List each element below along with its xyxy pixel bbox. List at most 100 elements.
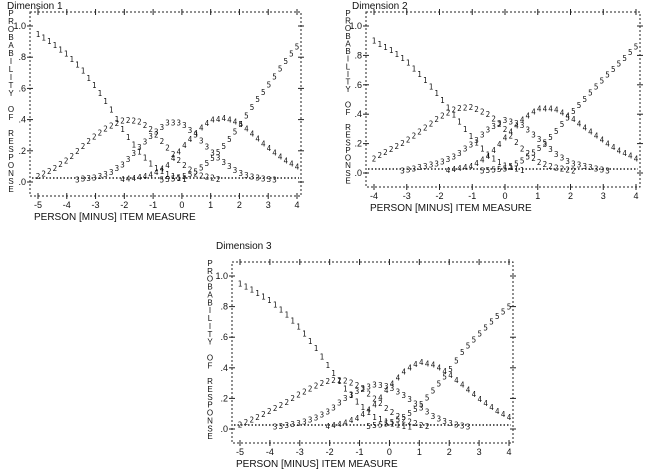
series-1-point: 1	[503, 162, 508, 171]
series-5-point: 5	[489, 318, 494, 327]
series-2-point: 2	[497, 120, 502, 129]
series-4-point: 4	[222, 114, 227, 123]
series-2-point: 2	[131, 117, 136, 126]
y-axis-label-char: O	[345, 100, 351, 109]
series-3-point: 3	[131, 149, 136, 158]
x-tick-label: -5	[236, 447, 244, 457]
x-tick-label: 0	[502, 191, 507, 201]
y-axis-label-char: F	[346, 108, 351, 117]
series-3-point: 3	[233, 166, 238, 175]
y-axis-label-char: R	[207, 377, 213, 386]
x-tick-label: -3	[296, 447, 304, 457]
series-2-point: 2	[143, 121, 148, 130]
series-2-point: 2	[182, 161, 187, 170]
series-4-point: 4	[457, 164, 462, 173]
series-3-point: 3	[543, 140, 548, 149]
y-axis-label-char: I	[10, 57, 12, 66]
series-4-point: 4	[454, 376, 459, 385]
series-5-point: 5	[272, 72, 277, 81]
series-3-point: 3	[419, 403, 424, 412]
series-2-point: 2	[366, 390, 371, 399]
x-tick-label: -4	[370, 191, 378, 201]
series-3-point: 3	[126, 155, 131, 164]
series-5-point: 5	[577, 101, 582, 110]
series-4-point: 4	[594, 132, 599, 141]
series-2-point: 2	[75, 147, 80, 156]
y-axis-label-char: S	[207, 424, 212, 433]
y-axis-label-char: T	[208, 330, 213, 339]
series-4-point: 4	[560, 109, 565, 118]
series-4-point: 4	[278, 153, 283, 162]
series-3-point: 3	[431, 412, 436, 421]
series-4-point: 4	[460, 381, 465, 390]
y-axis-label-char: S	[345, 169, 350, 178]
series-2-point: 2	[160, 137, 165, 146]
series-2-point: 2	[244, 418, 249, 427]
series-1-point: 1	[406, 59, 411, 68]
y-tick-label: 1.0	[215, 271, 228, 281]
y-axis-label-char: B	[345, 32, 350, 41]
series-3: 3 3 3 3 3 3 3 3 3 3 333 3 3 3 3 3 3 3 3 3 3 3 3 3 3 3 3 3 3 3 3 3	[273, 381, 470, 432]
series-1-point: 1	[244, 283, 249, 292]
series-5-point: 5	[222, 142, 227, 151]
series-4-point: 4	[503, 134, 508, 143]
series-4-point: 4	[148, 171, 153, 180]
series-2-point: 2	[308, 384, 313, 393]
series-3-point: 3	[400, 166, 405, 175]
series-1-point: 1	[497, 158, 502, 167]
y-axis-label-char: Y	[8, 89, 14, 98]
y-axis-label-char: O	[207, 275, 213, 284]
series-4-point: 4	[582, 123, 587, 132]
series-1-point: 1	[372, 413, 377, 422]
series-2-point: 2	[205, 173, 210, 182]
series-5-point: 5	[508, 162, 513, 171]
series-3-point: 3	[361, 384, 366, 393]
series-3-point: 3	[244, 171, 249, 180]
series-2-point: 2	[325, 377, 330, 386]
y-axis-label-char: O	[8, 25, 14, 34]
series-3-point: 3	[210, 148, 215, 157]
series-2-point: 2	[378, 399, 383, 408]
x-tick-label: -2	[326, 447, 334, 457]
series-5-point: 5	[600, 76, 605, 85]
y-axis-label-char: R	[345, 17, 351, 26]
y-tick-label: .4	[354, 109, 362, 119]
series-1-point: 1	[70, 55, 75, 64]
series-5-point: 5	[531, 149, 536, 158]
series-2-point: 2	[390, 408, 395, 417]
series-3-point: 3	[577, 161, 582, 170]
y-axis-label-char: E	[345, 176, 350, 185]
series-4-point: 4	[622, 149, 627, 158]
x-tick-label: 1	[417, 447, 422, 457]
series-2-point: 2	[115, 119, 120, 128]
series-4-point: 4	[565, 112, 570, 121]
series-5-point: 5	[413, 405, 418, 414]
x-tick-label: -3	[403, 191, 411, 201]
series-3-point: 3	[227, 162, 232, 171]
series-1-point: 1	[75, 60, 80, 69]
x-tick-label: -5	[34, 200, 42, 210]
series-1-point: 1	[115, 115, 120, 124]
series-2-point: 2	[255, 413, 260, 422]
y-tick-label: .6	[354, 80, 362, 90]
series-1-point: 1	[302, 330, 307, 339]
series-4-point: 4	[205, 119, 210, 128]
series-1-point: 1	[103, 97, 108, 106]
x-tick-label: -4	[266, 447, 274, 457]
series-5-point: 5	[227, 135, 232, 144]
series-2-point: 2	[41, 169, 46, 178]
series-5-point: 5	[171, 174, 176, 183]
series-2-point: 2	[446, 109, 451, 118]
series-5-point: 5	[366, 422, 371, 431]
series-2-point: 2	[469, 103, 474, 112]
series-4-point: 4	[390, 379, 395, 388]
y-axis-label-char: F	[9, 113, 14, 122]
y-axis-label-char: N	[207, 416, 213, 425]
series-1-point: 1	[261, 292, 266, 301]
series-4-point: 4	[238, 120, 243, 129]
